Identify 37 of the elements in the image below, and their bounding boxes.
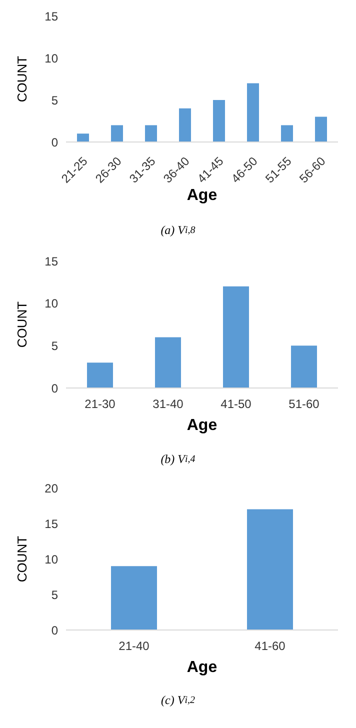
y-tick-label: 5 (51, 588, 58, 602)
bar (179, 108, 191, 142)
bar (213, 100, 225, 142)
y-axis-title: COUNT (14, 56, 30, 102)
x-tick-label: 41-50 (220, 397, 252, 411)
bar (281, 125, 293, 142)
bar (145, 125, 157, 142)
y-tick-label: 0 (51, 135, 58, 150)
x-tick-label: 51-60 (288, 397, 320, 411)
y-tick-label: 20 (44, 481, 58, 496)
y-tick-label: 5 (51, 93, 58, 108)
bar (247, 83, 259, 142)
bar (315, 116, 327, 142)
y-tick-label: 15 (44, 516, 58, 531)
bar (223, 286, 249, 388)
x-tick-label: 31-40 (152, 397, 184, 411)
x-axis-title: Age (186, 659, 218, 676)
x-axis-title: Age (186, 417, 218, 434)
y-tick-label: 5 (51, 338, 58, 353)
x-tick-label: 21-40 (118, 639, 150, 653)
y-tick-label: 10 (44, 51, 58, 66)
bar (87, 362, 113, 388)
y-tick-label: 15 (44, 9, 58, 24)
y-axis-title: COUNT (14, 301, 30, 348)
y-tick-label: 0 (51, 381, 58, 396)
y-tick-label: 15 (44, 254, 58, 268)
y-tick-label: 10 (44, 296, 58, 311)
bar (77, 134, 89, 142)
bar (111, 125, 123, 142)
y-axis-title: COUNT (14, 536, 30, 582)
x-axis-title: Age (186, 187, 218, 204)
x-tick-label: 21-30 (84, 397, 116, 411)
bar (291, 346, 317, 388)
y-tick-label: 0 (51, 623, 58, 638)
bar (155, 337, 181, 388)
x-tick-label: 41-60 (254, 639, 286, 653)
y-tick-label: 10 (44, 552, 58, 566)
